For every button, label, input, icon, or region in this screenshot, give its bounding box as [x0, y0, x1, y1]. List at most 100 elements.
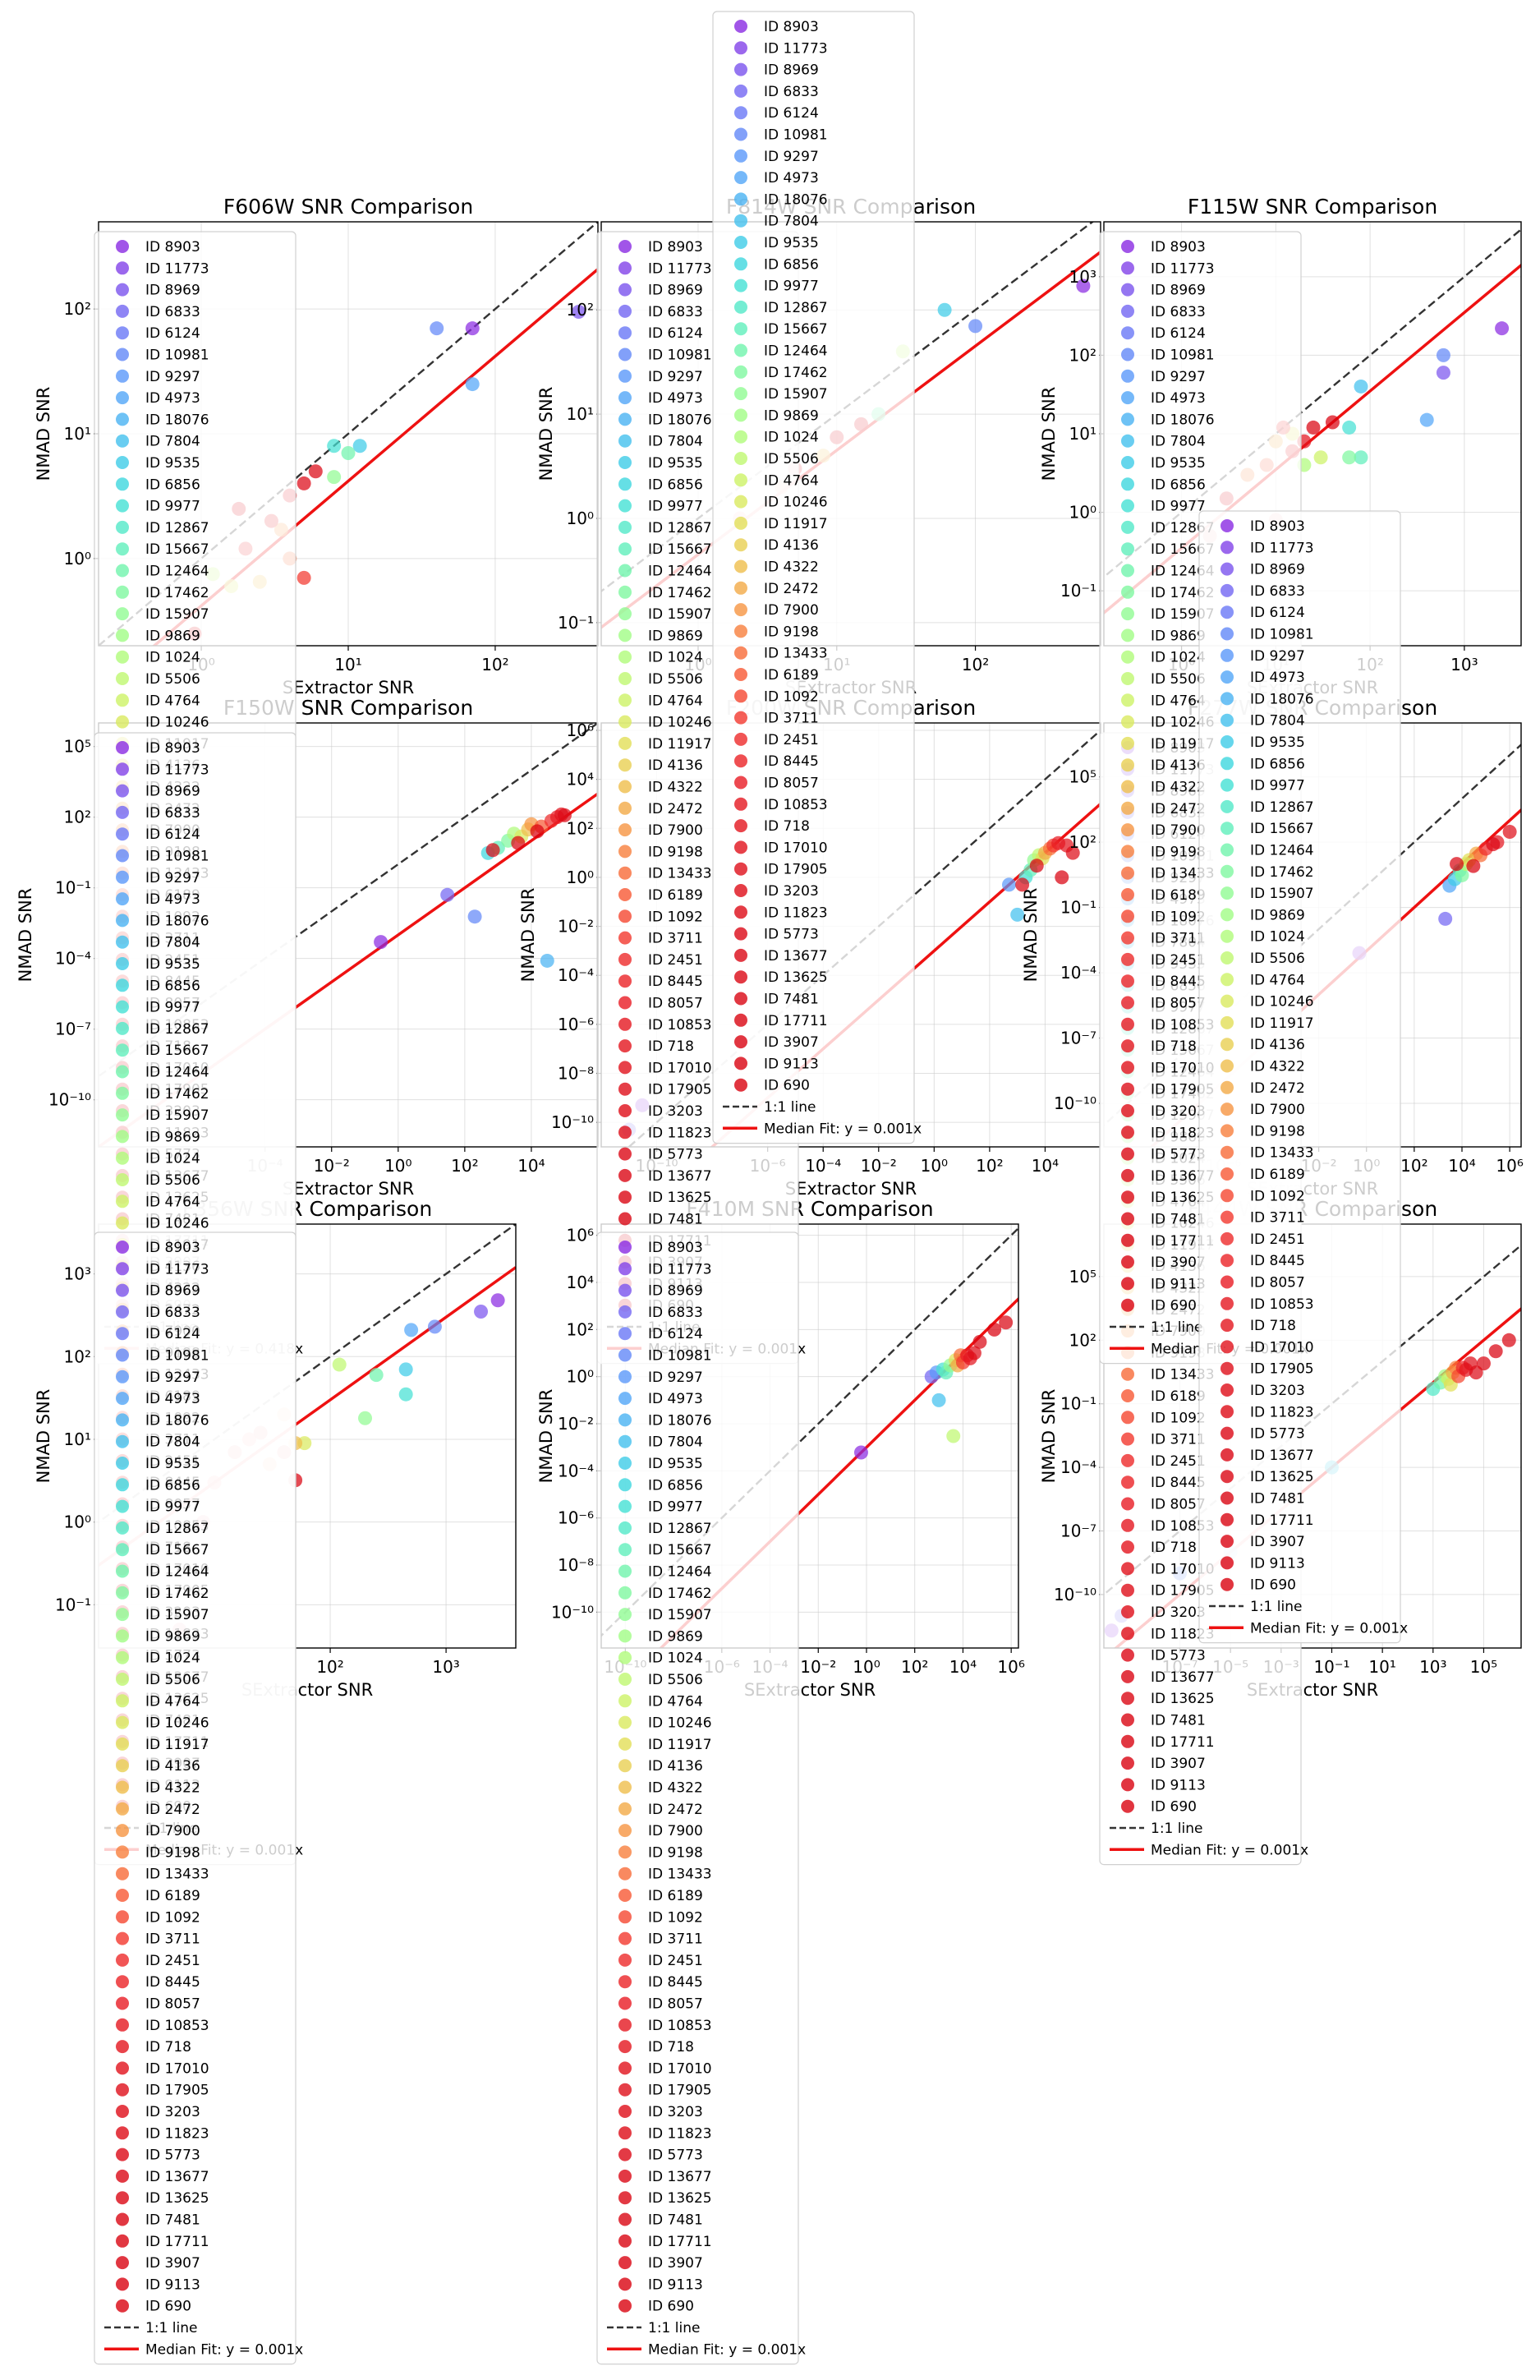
- legend-entry: ID 11823: [1250, 1404, 1314, 1420]
- data-point: [1450, 857, 1464, 872]
- legend-marker: [1221, 1319, 1234, 1333]
- legend-entry: ID 6124: [1250, 605, 1305, 621]
- legend-marker: [1121, 758, 1134, 772]
- legend-marker: [618, 1478, 632, 1492]
- legend-marker: [1121, 736, 1134, 750]
- legend-entry: ID 5773: [648, 1147, 703, 1163]
- legend-marker: [116, 849, 129, 863]
- legend-entry: ID 11917: [648, 1737, 712, 1753]
- y-tick-label: 10⁻¹⁰: [1054, 1585, 1096, 1604]
- data-point: [572, 305, 586, 320]
- data-point: [1419, 412, 1434, 427]
- x-tick-label: 10⁻²: [861, 1156, 897, 1176]
- legend-marker: [618, 1348, 632, 1362]
- legend-entry: ID 4764: [648, 693, 703, 709]
- legend-marker: [116, 2148, 129, 2161]
- data-point: [1486, 837, 1501, 852]
- legend-marker: [1221, 1124, 1234, 1138]
- legend-marker: [1221, 1448, 1234, 1462]
- legend-entry: ID 8903: [145, 1240, 200, 1256]
- legend-marker: [734, 452, 747, 465]
- legend-marker: [116, 1650, 129, 1664]
- legend-entry: ID 3711: [648, 931, 703, 947]
- y-axis-label: NMAD SNR: [1039, 387, 1059, 481]
- legend-marker: [1121, 1778, 1134, 1792]
- x-tick-label: 10⁴: [1032, 1156, 1059, 1176]
- legend-entry: ID 9869: [145, 628, 200, 644]
- legend-entry: ID 2472: [648, 1802, 703, 1818]
- legend-marker: [734, 236, 747, 249]
- legend-marker: [618, 2299, 632, 2313]
- legend-entry: ID 8057: [145, 1996, 200, 2013]
- legend-marker: [1121, 1540, 1134, 1554]
- legend-entry: ID 17462: [145, 1086, 209, 1103]
- legend-marker: [618, 1715, 632, 1729]
- legend-marker: [1121, 931, 1134, 945]
- data-point: [1342, 450, 1357, 465]
- legend-marker: [618, 1392, 632, 1406]
- x-axis-label: SExtractor SNR: [283, 1179, 414, 1199]
- y-tick-label: 10¹: [64, 424, 91, 444]
- y-tick-label: 10⁰: [567, 1367, 594, 1387]
- legend-marker: [618, 1434, 632, 1448]
- data-point: [358, 1411, 373, 1425]
- legend-entry: ID 2451: [1250, 1231, 1305, 1248]
- legend-entry: ID 9198: [145, 1844, 200, 1861]
- data-point: [1029, 859, 1044, 873]
- legend-marker: [1121, 542, 1134, 556]
- legend-marker: [1221, 1080, 1234, 1094]
- y-tick-label: 10⁻⁴: [1060, 963, 1096, 983]
- legend-entry: ID 18076: [648, 1412, 712, 1429]
- legend-marker: [618, 1305, 632, 1319]
- y-tick-label: 10⁻¹: [1060, 1394, 1096, 1414]
- legend-marker: [1121, 715, 1134, 729]
- legend-entry: ID 3907: [145, 2255, 200, 2272]
- legend-marker: [1221, 1405, 1234, 1419]
- legend-entry: ID 10246: [764, 495, 828, 511]
- legend-marker: [618, 585, 632, 599]
- legend-marker: [116, 456, 129, 469]
- legend-marker: [1121, 456, 1134, 469]
- x-tick-label: 10⁵: [1470, 1657, 1497, 1677]
- legend-entry: ID 9977: [145, 1499, 200, 1516]
- y-tick-label: 10⁰: [567, 509, 594, 528]
- legend-marker: [1121, 1298, 1134, 1312]
- legend-marker: [618, 2061, 632, 2075]
- legend-entry: ID 8903: [764, 19, 819, 35]
- legend-marker: [1121, 1190, 1134, 1204]
- legend-marker: [734, 127, 747, 141]
- legend-marker: [618, 1039, 632, 1053]
- legend-entry: ID 10981: [648, 1348, 712, 1365]
- legend-entry: ID 10981: [145, 348, 209, 364]
- legend-marker: [1221, 864, 1234, 878]
- legend-entry: ID 690: [145, 2299, 191, 2315]
- legend-entry: ID 15907: [145, 1107, 209, 1124]
- legend-marker: [734, 279, 747, 292]
- legend-marker: [116, 542, 129, 556]
- legend-entry: ID 6833: [145, 304, 200, 320]
- legend-entry: ID 13677: [648, 1168, 712, 1185]
- legend-marker: [618, 2191, 632, 2205]
- legend-entry: ID 1024: [648, 650, 703, 666]
- legend-marker: [1121, 1453, 1134, 1467]
- data-point: [341, 446, 356, 461]
- y-tick-label: 10²: [64, 1347, 91, 1366]
- legend-entry: ID 6833: [1151, 304, 1206, 320]
- data-point: [352, 439, 367, 453]
- legend-entry: ID 15667: [648, 541, 712, 558]
- legend-marker: [1121, 1082, 1134, 1096]
- legend-marker: [1121, 261, 1134, 275]
- legend-marker: [1221, 951, 1234, 964]
- y-tick-label: 10⁻¹⁰: [551, 1112, 594, 1132]
- legend-entry: ID 18076: [1250, 691, 1314, 707]
- legend-entry: ID 5506: [145, 1672, 200, 1688]
- legend-marker: [1221, 908, 1234, 922]
- legend-marker: [116, 1867, 129, 1881]
- legend-entry: ID 718: [145, 2039, 191, 2055]
- legend-marker: [1221, 1426, 1234, 1440]
- legend-entry: ID 13433: [1151, 1367, 1215, 1383]
- legend-entry: ID 3711: [1250, 1210, 1305, 1227]
- data-point: [308, 464, 323, 479]
- legend-entry: ID 12464: [145, 564, 209, 580]
- legend-entry: ID 8969: [764, 62, 819, 79]
